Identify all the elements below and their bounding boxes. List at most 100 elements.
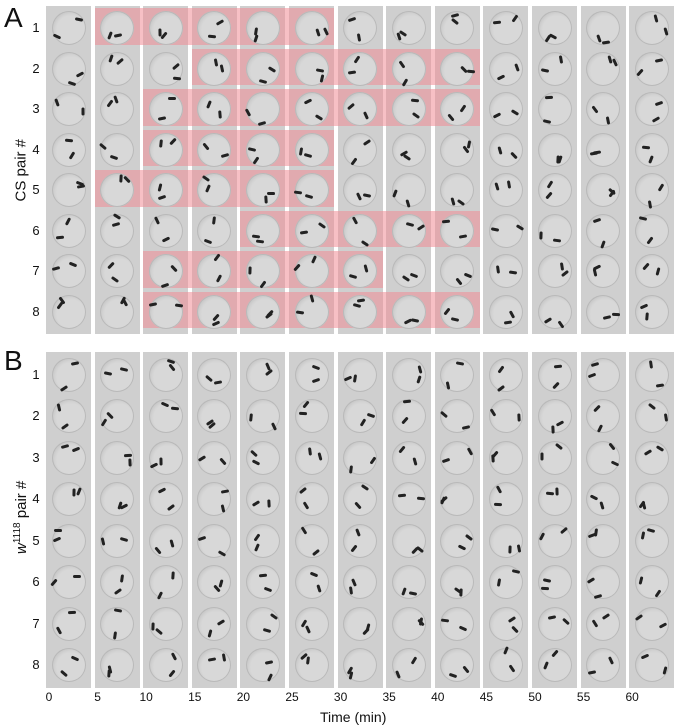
chamber-well <box>148 523 183 558</box>
chamber-well <box>294 440 329 475</box>
chamber-well <box>488 440 523 475</box>
chamber-well <box>634 440 669 475</box>
chamber-well <box>294 482 329 517</box>
fly-icon <box>217 110 222 119</box>
chamber-well <box>586 254 621 289</box>
chamber-well <box>391 523 426 558</box>
chamber-well <box>634 92 669 127</box>
chamber-well <box>343 173 378 208</box>
chamber-well <box>586 648 621 683</box>
chamber-well <box>148 92 183 127</box>
panel-b-ylabel-rest: pair # <box>13 480 30 523</box>
chamber-well <box>586 523 621 558</box>
chamber-well <box>100 213 135 248</box>
fly-icon <box>150 622 155 631</box>
fly-icon <box>73 575 82 579</box>
chamber-well <box>148 132 183 167</box>
chamber-well <box>245 648 280 683</box>
row-number: 6 <box>32 574 40 590</box>
chamber-well <box>537 294 572 329</box>
fly-icon <box>299 411 308 415</box>
chamber-well <box>440 11 475 46</box>
fly-icon <box>538 231 543 240</box>
chamber-well <box>197 648 232 683</box>
chamber-well <box>586 92 621 127</box>
chamber-well <box>391 51 426 86</box>
row-number: 7 <box>32 615 40 631</box>
panel-b-ylabel-main: w <box>13 543 30 554</box>
x-tick-label: 60 <box>625 690 639 704</box>
fly-icon <box>517 413 521 422</box>
fly-icon <box>553 238 562 243</box>
fly-icon <box>68 610 77 614</box>
chamber-well <box>537 132 572 167</box>
chamber-well <box>100 399 135 434</box>
chamber-well <box>634 648 669 683</box>
chamber-well <box>148 357 183 392</box>
x-tick-label: 50 <box>528 690 542 704</box>
chamber-well <box>245 482 280 517</box>
chamber-well <box>148 565 183 600</box>
row-number: 5 <box>32 182 40 198</box>
chamber-well <box>634 294 669 329</box>
x-tick-label: 35 <box>382 690 396 704</box>
chamber-well <box>245 294 280 329</box>
chamber-well <box>51 294 86 329</box>
chamber-well <box>488 606 523 641</box>
x-tick-label: 15 <box>188 690 202 704</box>
fly-icon <box>495 264 500 274</box>
chamber-well <box>440 440 475 475</box>
chamber-well <box>294 399 329 434</box>
panel-b-ylabel-sup: 1118 <box>12 522 23 544</box>
row-number: 5 <box>32 532 40 548</box>
row-number: 3 <box>32 101 40 117</box>
chamber-well <box>391 11 426 46</box>
panel-a-ylabel: CS pair # <box>12 138 30 202</box>
fly-icon <box>72 488 76 497</box>
chamber-well <box>245 565 280 600</box>
chamber-well <box>51 132 86 167</box>
x-tick-label: 55 <box>576 690 591 704</box>
fly-icon <box>251 234 260 239</box>
row-number: 3 <box>32 449 40 465</box>
chamber-well <box>245 606 280 641</box>
chamber-well <box>148 482 183 517</box>
chamber-well <box>440 92 475 127</box>
chamber-well <box>586 51 621 86</box>
fly-icon <box>207 34 216 39</box>
chamber-well <box>51 254 86 289</box>
x-tick-label: 20 <box>236 690 251 704</box>
chamber-well <box>586 482 621 517</box>
chamber-well <box>343 606 378 641</box>
chamber-well <box>343 254 378 289</box>
chamber-well <box>634 11 669 46</box>
chamber-well <box>51 51 86 86</box>
chamber-well <box>488 173 523 208</box>
chamber-well <box>634 482 669 517</box>
chamber-well <box>391 213 426 248</box>
row-number: 8 <box>32 657 40 673</box>
chamber-well <box>51 173 86 208</box>
chamber-well <box>197 523 232 558</box>
chamber-well <box>294 523 329 558</box>
fly-icon <box>641 145 650 149</box>
chamber-well <box>440 565 475 600</box>
chamber-well <box>391 254 426 289</box>
chamber-well <box>586 11 621 46</box>
fly-icon <box>293 190 302 195</box>
chamber-well <box>294 92 329 127</box>
fly-icon <box>248 266 252 275</box>
chamber-well <box>197 482 232 517</box>
fly-icon <box>267 499 271 508</box>
chamber-well <box>537 482 572 517</box>
chamber-well <box>537 213 572 248</box>
chamber-well <box>245 357 280 392</box>
chamber-well <box>391 565 426 600</box>
row-number: 1 <box>32 366 40 382</box>
chamber-well <box>440 132 475 167</box>
fly-icon <box>56 235 65 240</box>
row-number: 6 <box>32 222 40 238</box>
x-tick-label: 30 <box>333 690 348 704</box>
chamber-well <box>488 523 523 558</box>
chamber-well <box>294 11 329 46</box>
